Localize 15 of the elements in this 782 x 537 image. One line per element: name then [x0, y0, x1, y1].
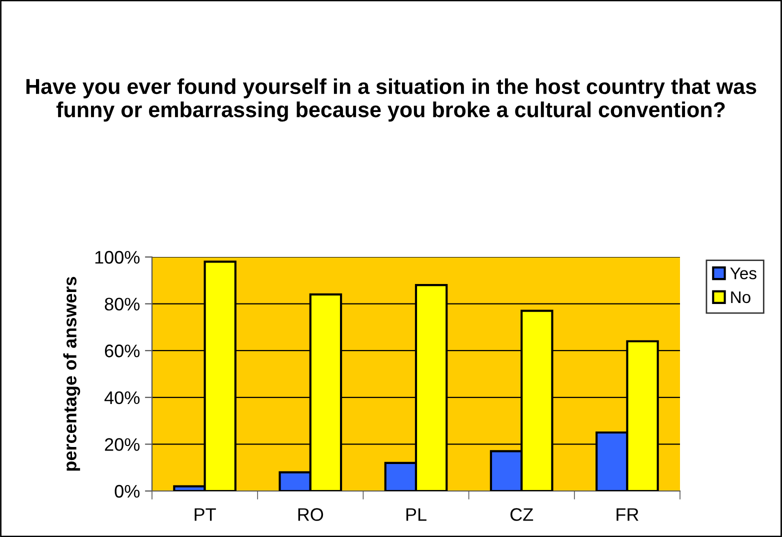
- x-tick-label: PL: [406, 508, 426, 521]
- x-tick-label: PT: [194, 508, 216, 521]
- legend-label: Yes: [730, 268, 756, 280]
- y-tick-label: 40%: [104, 391, 140, 404]
- x-tick-label: CZ: [510, 508, 534, 521]
- y-tick-label: 20%: [104, 438, 140, 451]
- x-tick-label: RO: [298, 508, 324, 521]
- y-tick-label: 100%: [95, 250, 140, 264]
- y-tick-label: 0%: [114, 484, 140, 498]
- legend-label: No: [731, 291, 750, 304]
- y-axis-title: percentage of answers: [63, 276, 80, 471]
- chart-title: Have you ever found yourself in a situation in the host country that was funny or embarrassing because you broke a cultural convention?: [26, 78, 756, 122]
- x-tick-label: FR: [616, 508, 638, 521]
- y-tick-label: 60%: [104, 344, 140, 358]
- y-tick-label: 80%: [104, 298, 140, 311]
